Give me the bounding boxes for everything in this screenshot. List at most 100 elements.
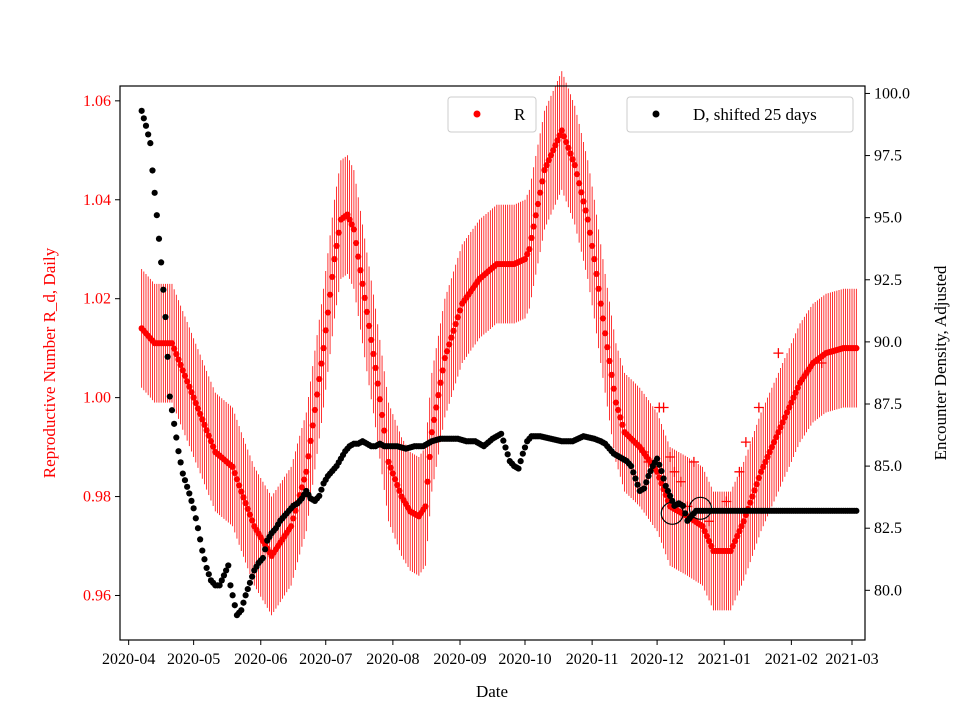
r-point	[788, 399, 795, 406]
x-axis-ticks: 2020-04 2020-05 2020-06 2020-07 2020-08 2020-…	[102, 640, 879, 668]
r-point	[240, 494, 247, 501]
d-point	[227, 582, 234, 589]
r-point	[352, 239, 360, 247]
r-point	[589, 242, 596, 250]
r-plus-marker	[740, 437, 751, 448]
d-point	[640, 485, 648, 492]
d-point	[656, 461, 663, 468]
r-point	[194, 405, 202, 412]
d-point	[521, 444, 529, 451]
r-point	[246, 511, 254, 518]
r-point	[777, 424, 784, 431]
x-tick-label: 2020-09	[433, 651, 486, 668]
r-point	[619, 421, 626, 428]
r-point	[740, 518, 747, 525]
right-axis-ticks: 80.0 82.5 85.0 87.5 90.0 92.5 95.0 97.5 100.0	[865, 85, 910, 599]
r-point	[786, 404, 793, 411]
r-point	[547, 152, 555, 159]
d-point	[316, 492, 323, 500]
right-tick-label: 100.0	[874, 85, 910, 102]
r-point	[233, 476, 241, 483]
r-plus-marker	[658, 402, 669, 413]
r-point	[606, 357, 613, 365]
r-point	[244, 505, 251, 513]
r-point	[554, 137, 561, 144]
d-point	[259, 554, 267, 562]
r-point	[576, 180, 583, 187]
r-point	[454, 314, 461, 321]
r-point	[783, 409, 791, 416]
r-point	[242, 500, 249, 507]
d-point	[238, 607, 245, 614]
r-point	[210, 443, 217, 450]
r-point	[168, 340, 176, 347]
r-point	[768, 443, 775, 451]
r-point	[753, 481, 760, 488]
r-point	[545, 157, 552, 164]
left-tick-label: 1.06	[83, 93, 111, 110]
d-point	[197, 536, 204, 543]
r-point	[779, 419, 786, 426]
right-tick-label: 85.0	[874, 458, 902, 475]
r-point	[322, 327, 329, 334]
r-point	[541, 166, 548, 174]
d-point	[166, 393, 173, 400]
x-tick-label: 2020-08	[366, 651, 419, 668]
r-point	[530, 223, 537, 230]
d-point	[240, 599, 247, 606]
r-point	[184, 378, 191, 385]
d-open-circle	[660, 501, 684, 525]
x-tick-label: 2020-07	[299, 651, 352, 668]
r-point	[578, 189, 585, 196]
r-point	[344, 211, 351, 218]
d-point	[190, 505, 197, 512]
r-point	[439, 367, 446, 374]
r-point	[526, 246, 533, 253]
d-point	[853, 507, 860, 514]
r-point	[433, 404, 440, 411]
d-point	[647, 467, 654, 475]
r-point	[731, 537, 739, 545]
r-point	[448, 334, 455, 341]
r-point	[329, 273, 336, 281]
r-point	[703, 533, 711, 540]
r-point	[385, 458, 392, 466]
r-point	[751, 487, 758, 494]
x-tick-label: 2020-12	[630, 651, 683, 668]
r-point	[298, 484, 306, 491]
d-point	[205, 571, 212, 578]
d-point	[142, 122, 150, 129]
legend-r-label: R	[514, 105, 526, 124]
d-point	[203, 564, 210, 572]
r-point	[357, 267, 364, 274]
r-point	[181, 372, 189, 379]
x-tick-label: 2020-06	[234, 651, 287, 668]
r-point	[734, 533, 741, 540]
r-point	[320, 345, 327, 352]
r-point	[236, 482, 243, 489]
d-point	[664, 487, 672, 495]
d-point	[500, 437, 507, 444]
r-point	[558, 127, 565, 134]
d-point	[662, 482, 669, 490]
r-point	[331, 256, 338, 263]
r-point	[573, 171, 581, 178]
r-point	[355, 253, 362, 260]
r-point	[359, 280, 366, 287]
r-point	[764, 453, 771, 461]
r-point	[370, 350, 377, 358]
r-point	[757, 468, 765, 475]
r-point	[773, 434, 780, 441]
r-point	[705, 537, 713, 545]
right-axis-label: Encounter Density, Adjusted	[931, 265, 950, 460]
r-plus-marker	[704, 516, 715, 527]
d-point	[218, 577, 225, 584]
r-point	[610, 385, 617, 392]
d-point	[158, 259, 165, 266]
r-point	[179, 367, 186, 374]
r-point	[249, 517, 256, 524]
error-bars	[141, 71, 857, 616]
d-point	[231, 602, 238, 609]
r-point	[591, 256, 598, 263]
d-point	[318, 486, 325, 493]
